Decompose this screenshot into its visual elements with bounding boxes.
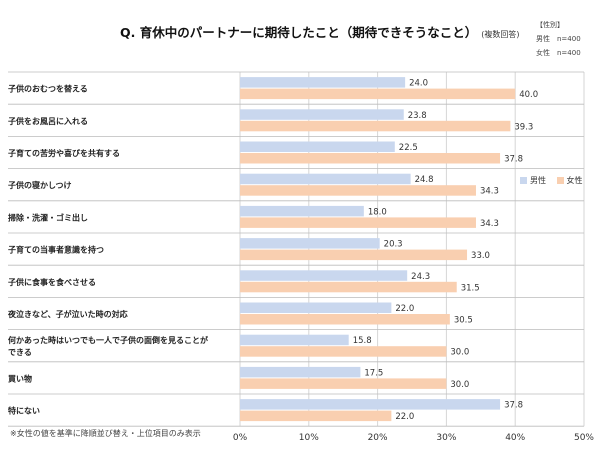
- bar-male: [240, 399, 501, 410]
- value-label-male: 18.0: [368, 207, 387, 217]
- category-label: 買い物: [8, 373, 32, 383]
- legend-item-female: 女性: [556, 175, 583, 186]
- x-tick-label-50: 50%: [574, 433, 594, 443]
- value-label-male: 37.8: [504, 401, 523, 411]
- category-label: 子育ての当事者意識を持つ: [8, 245, 104, 255]
- value-label-female: 31.5: [461, 283, 480, 293]
- value-label-female: 33.0: [471, 251, 490, 261]
- legend-swatch-female: [556, 177, 564, 184]
- legend: 男性 女性: [520, 175, 591, 186]
- chart-subtitle: (複数回答): [481, 30, 520, 39]
- bar-male: [240, 205, 364, 217]
- bar-female: [240, 120, 511, 132]
- chart-title-text: Q. 育休中のパートナーに期待したこと（期待できそうなこと）: [120, 25, 478, 40]
- value-label-male: 23.8: [408, 111, 427, 121]
- x-tick-label-30: 30%: [436, 433, 456, 443]
- legend-item-male: 男性: [520, 175, 546, 186]
- sample-info: 【性別】 男性 n=400 女性 n=400: [536, 18, 581, 60]
- bar-female: [240, 217, 476, 228]
- bar-female: [240, 185, 476, 196]
- category-label: 夜泣きなど、子が泣いた時の対応: [7, 309, 128, 319]
- category-label: 特にない: [8, 406, 40, 416]
- bar-female: [240, 153, 501, 164]
- bar-male: [240, 366, 361, 378]
- legend-label-female: 女性: [566, 176, 583, 185]
- value-label-female: 30.0: [450, 348, 469, 358]
- value-label-male: 22.5: [399, 143, 418, 153]
- value-label-male: 22.0: [395, 304, 414, 314]
- sample-header: 【性別】: [536, 21, 564, 29]
- category-label: 掃除・洗濯・ゴミ出し: [8, 212, 88, 222]
- value-label-female: 30.5: [454, 316, 473, 326]
- bar-female: [240, 281, 457, 293]
- bar-female: [240, 378, 447, 389]
- category-label: 子供に食事を食べさせる: [8, 277, 96, 287]
- bar-male: [240, 173, 411, 185]
- value-label-female: 37.8: [504, 155, 523, 165]
- bar-male: [240, 77, 406, 88]
- value-label-male: 24.8: [415, 175, 434, 185]
- value-label-male: 24.0: [409, 79, 428, 89]
- footnote: ※女性の値を基準に降順並び替え・上位項目のみ表示: [10, 429, 201, 438]
- value-label-male: 24.3: [411, 272, 430, 282]
- bar-male: [240, 238, 380, 249]
- category-label: 子育ての苦労や喜びを共有する: [8, 148, 120, 158]
- chart-title: Q. 育休中のパートナーに期待したこと（期待できそうなこと） (複数回答): [120, 22, 519, 41]
- x-tick-label-40: 40%: [505, 433, 525, 443]
- sample-male: 男性 n=400: [536, 35, 581, 43]
- value-label-male: 15.8: [353, 336, 372, 346]
- value-label-female: 30.0: [450, 380, 469, 390]
- sample-female: 女性 n=400: [536, 49, 581, 57]
- value-label-female: 22.0: [395, 412, 414, 422]
- category-label: できる: [8, 348, 32, 357]
- category-label: 子供の寝かしつけ: [8, 180, 72, 190]
- value-label-male: 20.3: [384, 240, 403, 250]
- value-label-female: 34.3: [480, 187, 499, 197]
- bar-female: [240, 249, 468, 261]
- category-label: 子供のおむつを替える: [8, 84, 88, 94]
- x-tick-label-0: 0%: [233, 433, 248, 443]
- bar-male: [240, 109, 404, 120]
- bar-male: [240, 270, 408, 281]
- bar-male: [240, 302, 392, 313]
- legend-label-male: 男性: [530, 176, 546, 185]
- bar-male: [240, 334, 349, 346]
- category-label: 子供をお風呂に入れる: [8, 116, 88, 126]
- bar-female: [240, 314, 450, 325]
- legend-swatch-male: [520, 177, 527, 184]
- category-label: 何かあった時はいつでも一人で子供の面倒を見ることが: [8, 335, 209, 345]
- bar-male: [240, 141, 395, 152]
- x-tick-label-20: 20%: [368, 433, 388, 443]
- bar-female: [240, 88, 516, 100]
- value-label-female: 40.0: [519, 90, 538, 100]
- bar-female: [240, 346, 447, 357]
- value-label-female: 39.3: [514, 122, 533, 132]
- x-tick-label-10: 10%: [299, 433, 319, 443]
- value-label-male: 17.5: [364, 368, 383, 378]
- value-label-female: 34.3: [480, 219, 499, 229]
- bar-female: [240, 410, 392, 422]
